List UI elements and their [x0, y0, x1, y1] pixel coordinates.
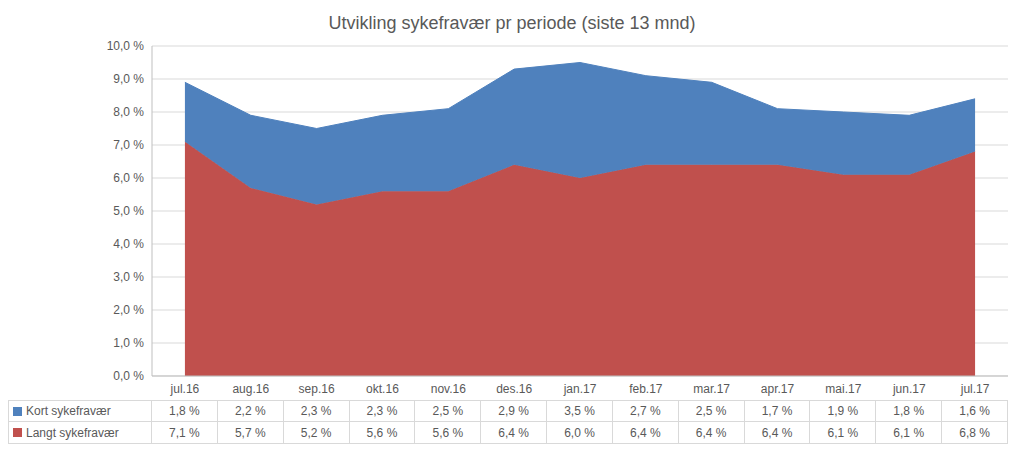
html-text:2,7 %: 2,7 % [630, 404, 661, 418]
svg-text:0,0 %: 0,0 % [113, 369, 144, 383]
svg-text:6,0 %: 6,0 % [113, 171, 144, 185]
html-text:2,9 %: 2,9 % [498, 404, 529, 418]
svg-text:des.16: des.16 [496, 382, 532, 396]
svg-text:nov.16: nov.16 [431, 382, 466, 396]
svg-text:jun.17: jun.17 [892, 382, 926, 396]
html-text:2,2 %: 2,2 % [234, 404, 266, 418]
html-text:6,4 %: 6,4 % [630, 425, 661, 440]
html-text:6,1 %: 6,1 % [827, 425, 859, 440]
svg-text:sep.16: sep.16 [299, 382, 335, 396]
svg-text:2,0 %: 2,0 % [113, 303, 144, 317]
svg-text:4,0 %: 4,0 % [113, 237, 144, 251]
html-text:2,5 %: 2,5 % [695, 404, 727, 418]
svg-text:feb.17: feb.17 [629, 382, 663, 396]
svg-text:9,0 %: 9,0 % [113, 72, 144, 86]
svg-text:5,0 %: 5,0 % [113, 204, 144, 218]
html-text:2,5 %: 2,5 % [432, 404, 464, 418]
html-text:5,6 %: 5,6 % [432, 425, 464, 440]
html-text:Langt sykefravær: Langt sykefravær [26, 425, 119, 440]
svg-text:jan.17: jan.17 [563, 382, 597, 396]
html-text:2,3 %: 2,3 % [300, 404, 332, 418]
svg-text:jul.17: jul.17 [960, 382, 990, 396]
html-text:6,1 %: 6,1 % [893, 425, 924, 440]
svg-text:7,0 %: 7,0 % [113, 138, 144, 152]
svg-text:10,0 %: 10,0 % [107, 39, 145, 53]
svg-text:aug.16: aug.16 [232, 382, 269, 396]
svg-text:okt.16: okt.16 [366, 382, 399, 396]
html-text:3,5 %: 3,5 % [564, 404, 595, 418]
html-text:6,8 %: 6,8 % [959, 425, 990, 440]
html-text:Kort sykefravær: Kort sykefravær [26, 404, 111, 418]
html-text:5,6 %: 5,6 % [366, 425, 398, 440]
html-text:6,4 %: 6,4 % [498, 425, 529, 440]
html-text:2,3 %: 2,3 % [366, 404, 398, 418]
svg-text:apr.17: apr.17 [761, 382, 795, 396]
svg-text:mar.17: mar.17 [693, 382, 730, 396]
html-text:5,7 %: 5,7 % [234, 425, 266, 440]
svg-text:3,0 %: 3,0 % [113, 270, 144, 284]
html-text:1,6 %: 1,6 % [959, 404, 990, 418]
svg-text:mai.17: mai.17 [825, 382, 861, 396]
html-text:5,2 %: 5,2 % [300, 425, 332, 440]
html-text:Utvikling sykefravær pr period: Utvikling sykefravær pr periode (siste 1… [328, 13, 696, 33]
html-text:6,4 %: 6,4 % [695, 425, 727, 440]
html-text:1,8 %: 1,8 % [893, 404, 924, 418]
svg-text:jul.16: jul.16 [170, 382, 200, 396]
html-text:1,9 %: 1,9 % [827, 404, 859, 418]
html-text:6,4 %: 6,4 % [761, 425, 793, 440]
html-text:1,8 %: 1,8 % [169, 404, 200, 418]
html-text:6,0 %: 6,0 % [564, 425, 595, 440]
svg-text:8,0 %: 8,0 % [113, 105, 144, 119]
svg-text:1,0 %: 1,0 % [113, 336, 144, 350]
html-text:7,1 %: 7,1 % [169, 425, 200, 440]
html-text:1,7 %: 1,7 % [761, 404, 793, 418]
